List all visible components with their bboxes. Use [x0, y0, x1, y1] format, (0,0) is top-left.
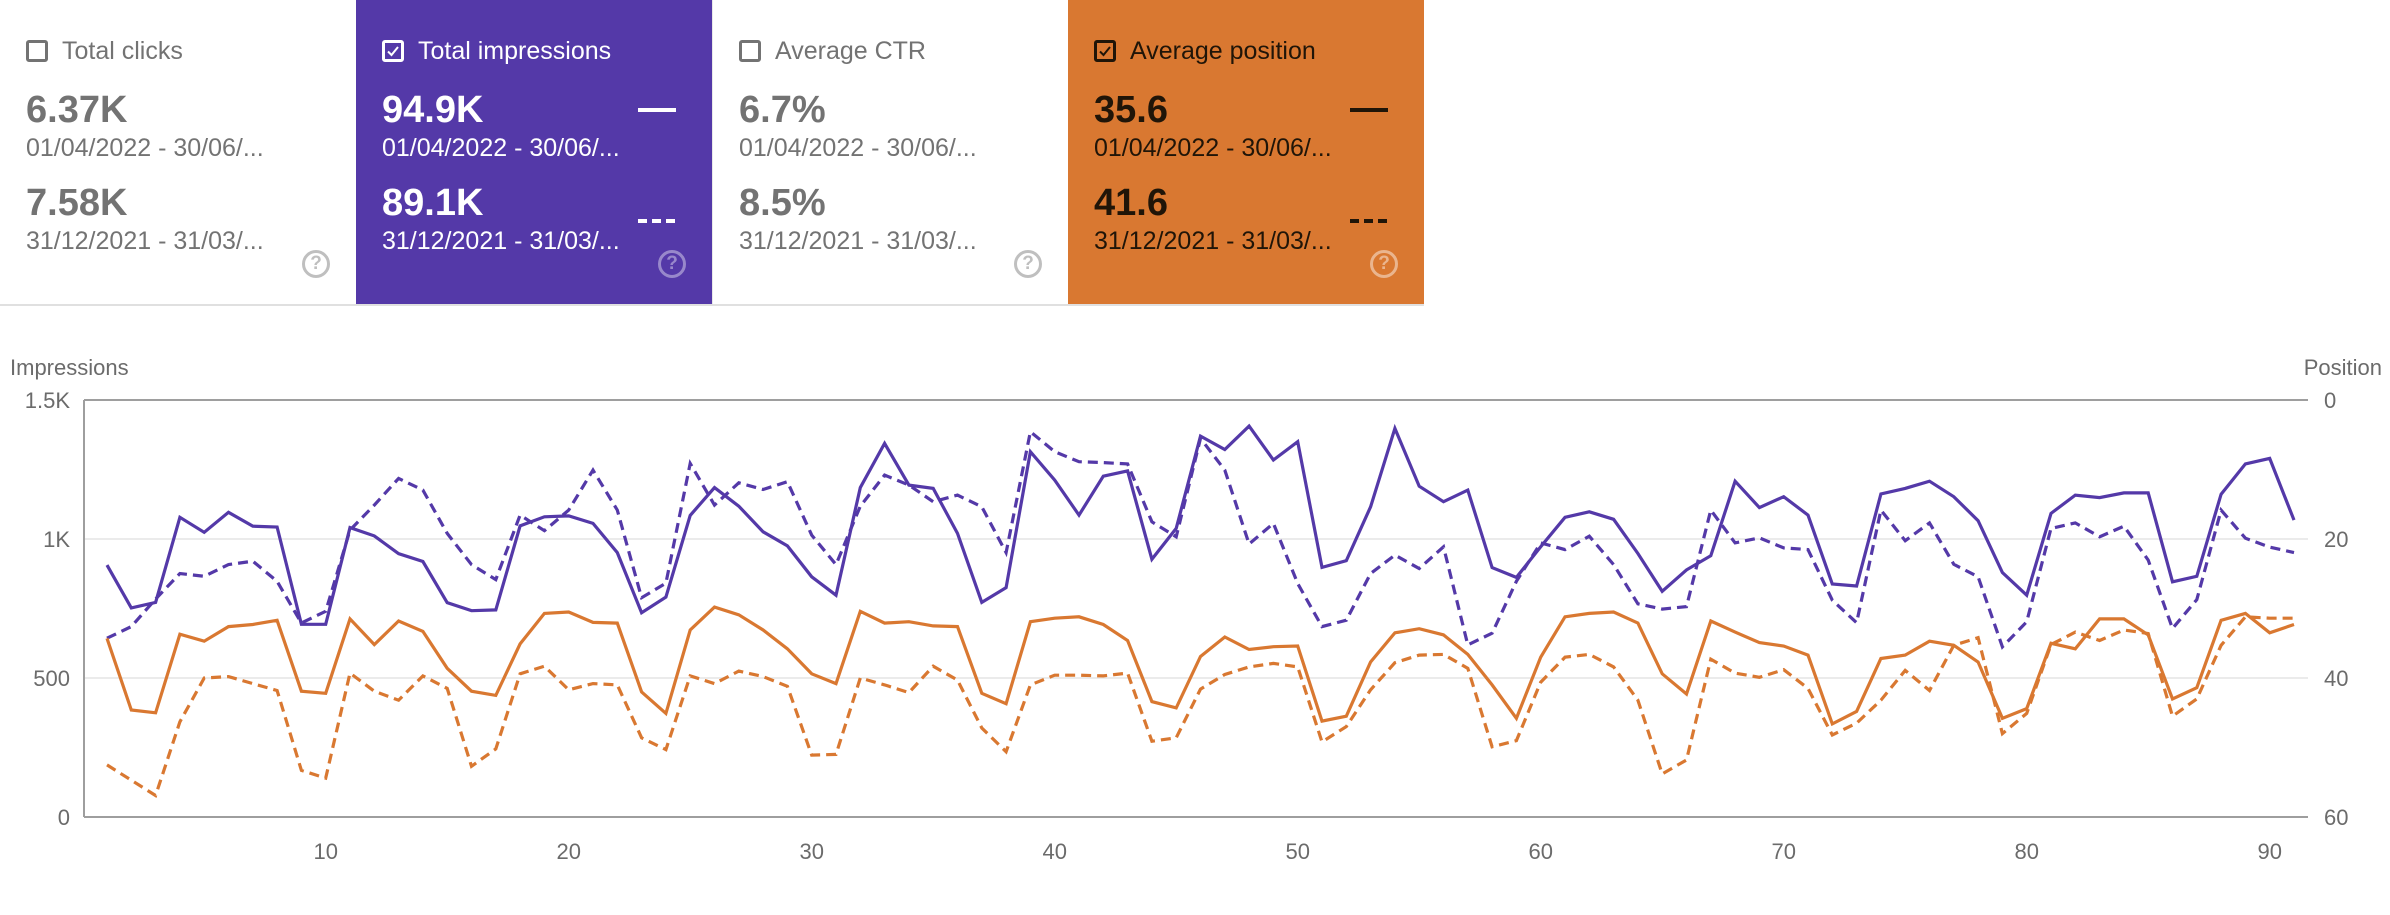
impressions-current-line: [105, 423, 2296, 626]
position-current-line: [105, 605, 2295, 727]
previous-value: 8.5%: [739, 182, 826, 224]
metric-card-average-ctr[interactable]: Average CTR 6.7% 01/04/2022 - 30/06/... …: [712, 0, 1068, 304]
metric-card-total-impressions[interactable]: Total impressions 94.9K 01/04/2022 - 30/…: [356, 0, 712, 304]
left-tick-label: 0: [58, 805, 70, 830]
metric-card-total-clicks[interactable]: Total clicks 6.37K 01/04/2022 - 30/06/..…: [0, 0, 356, 304]
x-tick-label: 10: [313, 839, 337, 864]
checkbox-unchecked-icon[interactable]: [26, 40, 48, 62]
x-tick-label: 80: [2014, 839, 2038, 864]
card-title: Total impressions: [418, 36, 612, 65]
previous-value: 7.58K: [26, 182, 128, 224]
chart-svg: 0 500 1K 1.5K 0 20 40 60 10 20 30 40 50 60 70 80 90 Impr…: [10, 355, 2382, 864]
dashed-line-legend-icon: [1350, 219, 1388, 223]
right-tick-label: 60: [2324, 805, 2348, 830]
performance-chart: 0 500 1K 1.5K 0 20 40 60 10 20 30 40 50 60 70 80 90 Impr…: [0, 330, 2390, 910]
current-range: 01/04/2022 - 30/06/...: [1094, 134, 1332, 162]
x-tick-label: 20: [556, 839, 580, 864]
x-tick-label: 40: [1042, 839, 1066, 864]
left-tick-label: 500: [33, 666, 70, 691]
help-circle-icon[interactable]: ?: [302, 250, 330, 278]
checkbox-unchecked-icon[interactable]: [739, 40, 761, 62]
current-range: 01/04/2022 - 30/06/...: [26, 134, 264, 162]
previous-value: 89.1K: [382, 182, 484, 224]
current-range: 01/04/2022 - 30/06/...: [382, 134, 620, 162]
metric-card-average-position[interactable]: Average position 35.6 01/04/2022 - 30/06…: [1068, 0, 1424, 304]
card-title: Total clicks: [62, 36, 183, 65]
x-tick-label: 90: [2257, 839, 2281, 864]
dashed-line-legend-icon: [638, 219, 676, 223]
left-axis-title: Impressions: [10, 355, 129, 380]
current-value: 35.6: [1094, 89, 1168, 131]
previous-value: 41.6: [1094, 182, 1168, 224]
current-value: 6.7%: [739, 89, 826, 131]
current-range: 01/04/2022 - 30/06/...: [739, 134, 977, 162]
x-tick-label: 30: [799, 839, 823, 864]
x-tick-label: 70: [1771, 839, 1795, 864]
left-tick-label: 1K: [43, 527, 70, 552]
current-value: 6.37K: [26, 89, 128, 131]
previous-range: 31/12/2021 - 31/03/...: [1094, 227, 1332, 255]
current-value: 94.9K: [382, 89, 484, 131]
impressions-previous-line: [106, 428, 2295, 650]
card-title: Average position: [1130, 36, 1316, 65]
x-tick-label: 50: [1285, 839, 1309, 864]
metric-cards: Total clicks 6.37K 01/04/2022 - 30/06/..…: [0, 0, 1424, 306]
checkbox-checked-icon[interactable]: [1094, 40, 1116, 62]
right-axis-title: Position: [2304, 355, 2382, 380]
help-circle-icon[interactable]: ?: [658, 250, 686, 278]
x-tick-label: 60: [1528, 839, 1552, 864]
left-tick-label: 1.5K: [25, 388, 71, 413]
right-tick-label: 20: [2324, 527, 2348, 552]
solid-line-legend-icon: [1350, 108, 1388, 112]
solid-line-legend-icon: [638, 108, 676, 112]
previous-range: 31/12/2021 - 31/03/...: [26, 227, 264, 255]
help-circle-icon[interactable]: ?: [1370, 250, 1398, 278]
help-circle-icon[interactable]: ?: [1014, 250, 1042, 278]
previous-range: 31/12/2021 - 31/03/...: [382, 227, 620, 255]
right-tick-label: 0: [2324, 388, 2336, 413]
checkbox-checked-icon[interactable]: [382, 40, 404, 62]
card-title: Average CTR: [775, 36, 926, 65]
previous-range: 31/12/2021 - 31/03/...: [739, 227, 977, 255]
position-previous-line: [106, 615, 2294, 798]
right-tick-label: 40: [2324, 666, 2348, 691]
series-lines: [105, 423, 2296, 798]
axes: 0 500 1K 1.5K 0 20 40 60 10 20 30 40 50 60 70 80 90: [25, 388, 2349, 864]
